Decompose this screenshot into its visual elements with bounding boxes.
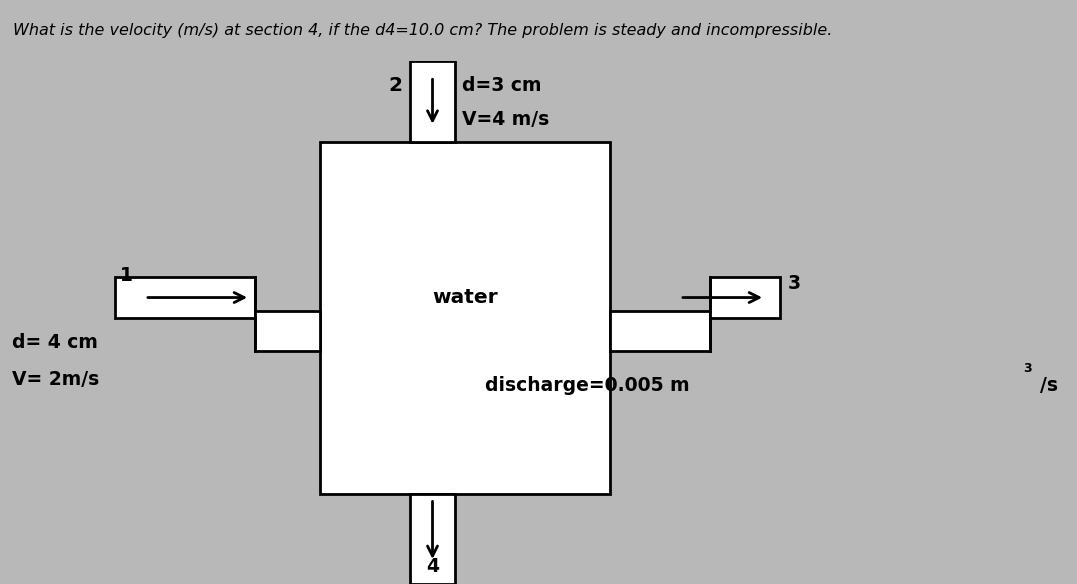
Text: 3: 3: [788, 273, 801, 293]
Text: d=3 cm: d=3 cm: [462, 77, 542, 95]
Text: 1: 1: [120, 266, 132, 286]
Bar: [610, 311, 710, 351]
Bar: [320, 142, 610, 493]
Bar: [255, 311, 320, 351]
Bar: [410, 493, 454, 584]
Text: d= 4 cm: d= 4 cm: [12, 333, 98, 352]
Bar: [410, 61, 454, 142]
Bar: [115, 277, 255, 318]
Text: discharge=0.005 m: discharge=0.005 m: [485, 376, 689, 395]
Text: V=4 m/s: V=4 m/s: [462, 110, 549, 128]
Text: What is the velocity (m/s) at section 4, if the d4=10.0 cm? The problem is stead: What is the velocity (m/s) at section 4,…: [13, 23, 833, 38]
Bar: [710, 277, 780, 318]
Text: V= 2m/s: V= 2m/s: [12, 370, 99, 389]
Text: water: water: [432, 288, 498, 307]
Text: /s: /s: [1040, 376, 1058, 395]
Text: 4: 4: [426, 557, 439, 576]
Text: 3: 3: [1023, 362, 1032, 375]
Text: 2: 2: [388, 77, 402, 95]
